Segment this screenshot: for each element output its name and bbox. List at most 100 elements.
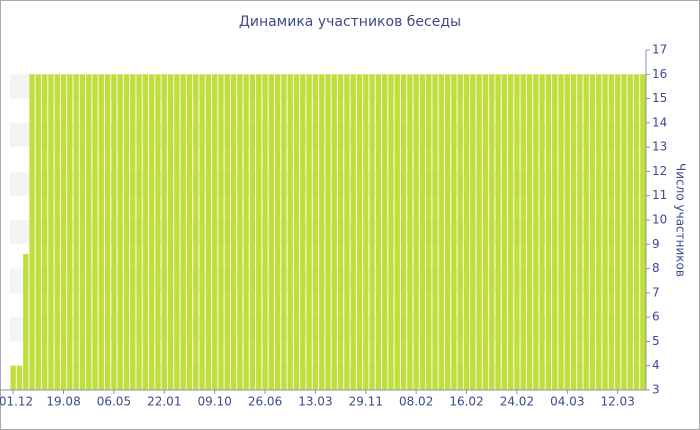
- chart-title: Динамика участников беседы: [239, 14, 461, 30]
- bar: [388, 74, 394, 391]
- bar: [287, 74, 293, 391]
- bar: [337, 74, 344, 391]
- bar: [331, 74, 337, 391]
- bar: [539, 74, 545, 391]
- bar: [438, 74, 444, 391]
- bar: [281, 74, 287, 391]
- y-tick-label: 15: [652, 91, 667, 105]
- bar: [407, 74, 413, 391]
- y-tick-label: 12: [652, 164, 667, 178]
- bar: [451, 74, 457, 391]
- x-tick-label: 13.03: [298, 395, 332, 409]
- bar: [123, 74, 130, 391]
- bar: [155, 74, 161, 391]
- bar: [514, 74, 520, 391]
- bar: [268, 74, 274, 391]
- bar: [161, 74, 167, 391]
- bar: [29, 74, 35, 391]
- bar: [426, 74, 432, 391]
- bar: [300, 74, 306, 391]
- bar: [640, 74, 646, 391]
- bar: [23, 254, 29, 390]
- bar: [130, 74, 136, 391]
- bar: [375, 74, 382, 391]
- bar: [67, 74, 73, 391]
- y-tick-label: 9: [652, 237, 660, 251]
- bar: [394, 74, 400, 391]
- bar: [400, 74, 407, 391]
- bar: [627, 74, 633, 391]
- y-tick-label: 4: [652, 358, 660, 372]
- bar: [350, 74, 356, 391]
- bar: [495, 74, 501, 391]
- y-tick-label: 7: [652, 285, 660, 299]
- bar: [621, 74, 627, 391]
- bar: [457, 74, 463, 391]
- y-tick-label: 8: [652, 261, 660, 275]
- x-tick-label: 09.10: [197, 395, 231, 409]
- bar: [104, 74, 111, 391]
- bar: [205, 74, 212, 391]
- bar: [319, 74, 325, 391]
- x-tick-label: 22.01: [147, 395, 181, 409]
- bar: [180, 74, 186, 391]
- bar: [10, 365, 16, 390]
- x-tick-label: 29.11: [349, 395, 383, 409]
- bar: [237, 74, 243, 391]
- y-tick-label: 13: [652, 140, 667, 154]
- bar: [470, 74, 476, 391]
- bar: [583, 74, 589, 391]
- bar: [98, 74, 104, 391]
- bar: [615, 74, 621, 391]
- bar: [482, 74, 489, 391]
- bar: [92, 74, 98, 391]
- bar: [564, 74, 570, 391]
- x-tick-label: 26.06: [248, 395, 282, 409]
- bar: [602, 74, 608, 391]
- bar: [86, 74, 92, 391]
- bar: [136, 74, 142, 391]
- bar: [73, 74, 79, 391]
- bar: [41, 74, 48, 391]
- x-tick-label: 06.05: [97, 395, 131, 409]
- bar: [212, 74, 218, 391]
- bar: [79, 74, 86, 391]
- bar: [596, 74, 602, 391]
- bar: [545, 74, 552, 391]
- bar: [463, 74, 470, 391]
- bar: [274, 74, 281, 391]
- bar: [224, 74, 230, 391]
- bar: [608, 74, 615, 391]
- bar: [577, 74, 583, 391]
- y-tick-label: 11: [652, 188, 667, 202]
- bar: [476, 74, 482, 391]
- bar: [243, 74, 249, 391]
- bar: [149, 74, 155, 391]
- bar: [363, 74, 369, 391]
- bar: [312, 74, 319, 391]
- bar: [633, 74, 640, 391]
- bar: [142, 74, 149, 391]
- x-tick-label: 16.02: [449, 395, 483, 409]
- bar: [444, 74, 451, 391]
- bar: [558, 74, 564, 391]
- bar: [35, 74, 41, 391]
- bar: [293, 74, 300, 391]
- bar: [526, 74, 533, 391]
- bar: [199, 74, 205, 391]
- bar: [344, 74, 350, 391]
- bar: [111, 74, 117, 391]
- bar: [369, 74, 375, 391]
- bar: [432, 74, 438, 391]
- x-tick-label: 01.12: [0, 395, 33, 409]
- y-tick-label: 14: [652, 115, 667, 129]
- bar: [186, 74, 193, 391]
- y-tick-label: 17: [652, 43, 667, 57]
- bar: [262, 74, 268, 391]
- bar: [174, 74, 180, 391]
- y-axis-label: Число участников: [674, 163, 688, 277]
- bar: [230, 74, 237, 391]
- bar: [552, 74, 558, 391]
